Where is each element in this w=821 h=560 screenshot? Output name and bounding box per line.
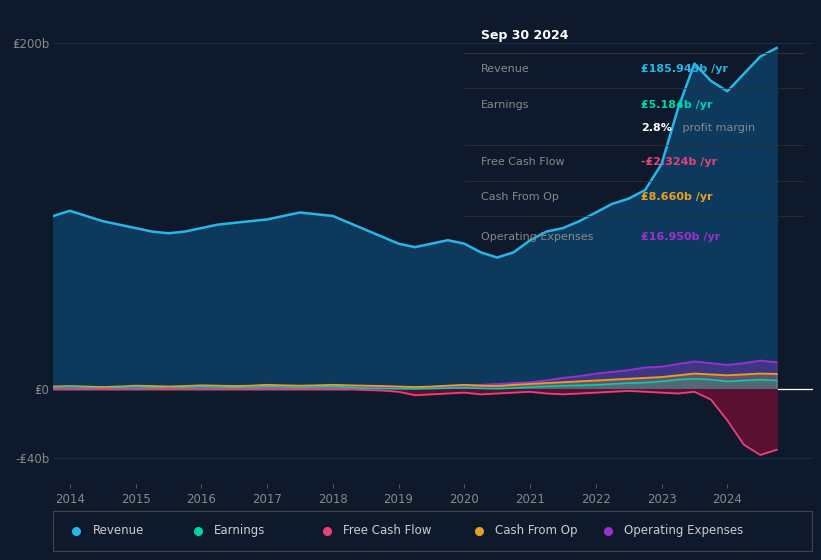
Text: Revenue: Revenue	[93, 524, 144, 537]
Text: Revenue: Revenue	[481, 64, 530, 74]
Text: ₤185.943b /yr: ₤185.943b /yr	[641, 64, 728, 74]
Text: profit margin: profit margin	[678, 123, 754, 133]
Text: 2.8%: 2.8%	[641, 123, 672, 133]
Text: Operating Expenses: Operating Expenses	[481, 232, 594, 242]
Text: Cash From Op: Cash From Op	[481, 193, 559, 202]
Text: -₤2.324b /yr: -₤2.324b /yr	[641, 157, 718, 167]
Text: ₤5.184b /yr: ₤5.184b /yr	[641, 100, 713, 110]
Text: Earnings: Earnings	[481, 100, 530, 110]
Text: ₤8.660b /yr: ₤8.660b /yr	[641, 193, 713, 202]
Text: Operating Expenses: Operating Expenses	[625, 524, 744, 537]
Text: Earnings: Earnings	[214, 524, 266, 537]
Text: Free Cash Flow: Free Cash Flow	[481, 157, 565, 167]
Text: Cash From Op: Cash From Op	[495, 524, 578, 537]
Text: ₤16.950b /yr: ₤16.950b /yr	[641, 232, 720, 242]
Text: Sep 30 2024: Sep 30 2024	[481, 29, 568, 42]
Text: Free Cash Flow: Free Cash Flow	[343, 524, 432, 537]
